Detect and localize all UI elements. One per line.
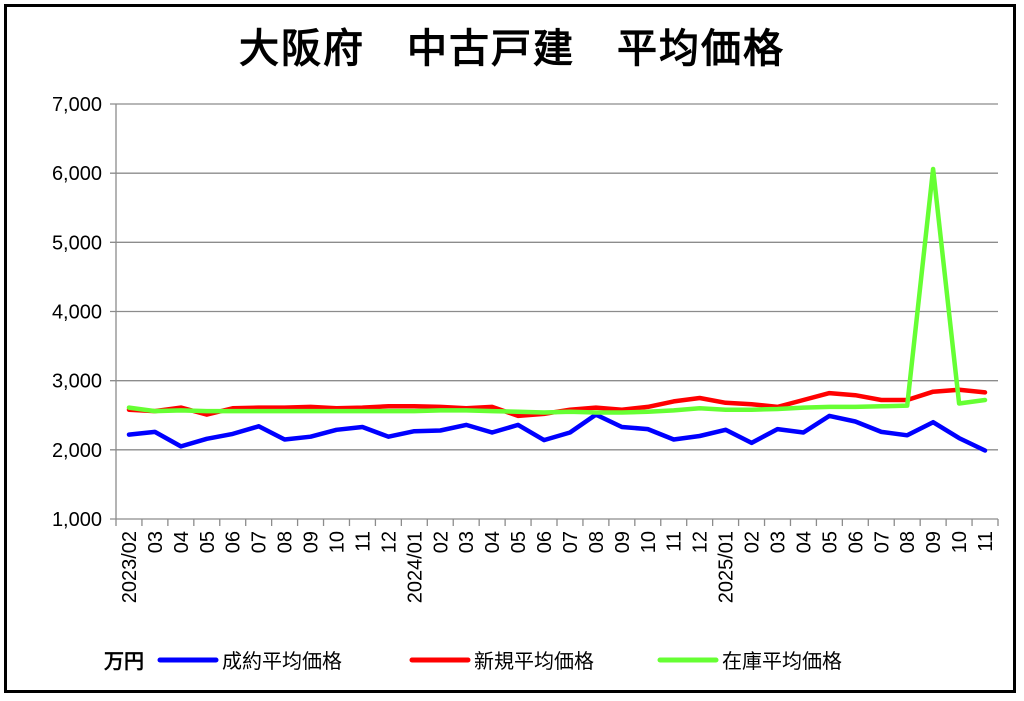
x-tick-label: 2025/01: [716, 531, 738, 603]
x-tick-label: 07: [560, 531, 582, 553]
legend-label: 在庫平均価格: [722, 649, 842, 673]
chart-title: 大阪府 中古戸建 平均価格: [239, 26, 785, 72]
y-tick-label: 7,000: [52, 94, 102, 116]
x-tick-label: 04: [482, 531, 504, 553]
x-tick-label: 05: [508, 531, 530, 553]
legend: 万円 成約平均価格 新規平均価格 在庫平均価格: [103, 649, 842, 673]
x-tick-label: 11: [975, 531, 997, 552]
x-tick-label: 09: [923, 531, 945, 553]
y-axis-ticks: 1,000 2,000 3,000 4,000 5,000 6,000 7,000: [52, 94, 102, 531]
x-tick-label: 12: [378, 531, 400, 553]
x-tick-label: 05: [197, 531, 219, 553]
x-tick-label: 06: [534, 531, 556, 553]
y-tick-label: 1,000: [52, 509, 102, 531]
x-tick-label: 12: [690, 531, 712, 553]
y-tick-label: 3,000: [52, 371, 102, 393]
legend-label: 新規平均価格: [474, 649, 594, 673]
x-tick-label: 03: [145, 531, 167, 553]
x-tick-label: 2024/01: [404, 531, 426, 603]
x-tick-label: 07: [249, 531, 271, 553]
x-tick-label: 10: [949, 531, 971, 553]
legend-label: 成約平均価格: [222, 649, 342, 673]
x-tick-label: 10: [638, 531, 660, 553]
series-lines: [126, 166, 988, 453]
x-tick-label: 11: [664, 531, 686, 552]
x-tick-label: 06: [845, 531, 867, 553]
x-tick-label: 03: [768, 531, 790, 553]
y-tick-label: 6,000: [52, 163, 102, 185]
series-line: [126, 412, 988, 453]
x-tick-label: 04: [171, 531, 193, 553]
x-tick-label: 08: [586, 531, 608, 553]
x-axis: 2023/02 03 04 05 06 07 08 09 10 11 12 2024/01 02 03 04…: [115, 519, 999, 603]
x-tick-label: 08: [275, 531, 297, 553]
x-tick-label: 2023/02: [119, 531, 141, 603]
series-line: [126, 166, 988, 415]
x-tick-label: 06: [223, 531, 245, 553]
x-tick-label: 02: [742, 531, 764, 553]
x-tick-label: 02: [430, 531, 452, 553]
x-tick-label: 04: [793, 531, 815, 553]
x-tick-label: 08: [897, 531, 919, 553]
y-tick-label: 2,000: [52, 440, 102, 462]
chart-frame: [4, 4, 1016, 693]
y-tick-label: 4,000: [52, 302, 102, 324]
x-tick-label: 10: [327, 531, 349, 553]
gridlines: [110, 103, 998, 520]
x-tick-label: 03: [456, 531, 478, 553]
x-tick-label: 07: [871, 531, 893, 553]
unit-label: 万円: [103, 649, 144, 673]
x-tick-label: 11: [352, 531, 374, 552]
x-tick-label: 09: [301, 531, 323, 553]
x-tick-label: 09: [612, 531, 634, 553]
y-tick-label: 5,000: [52, 232, 102, 254]
x-tick-label: 05: [819, 531, 841, 553]
